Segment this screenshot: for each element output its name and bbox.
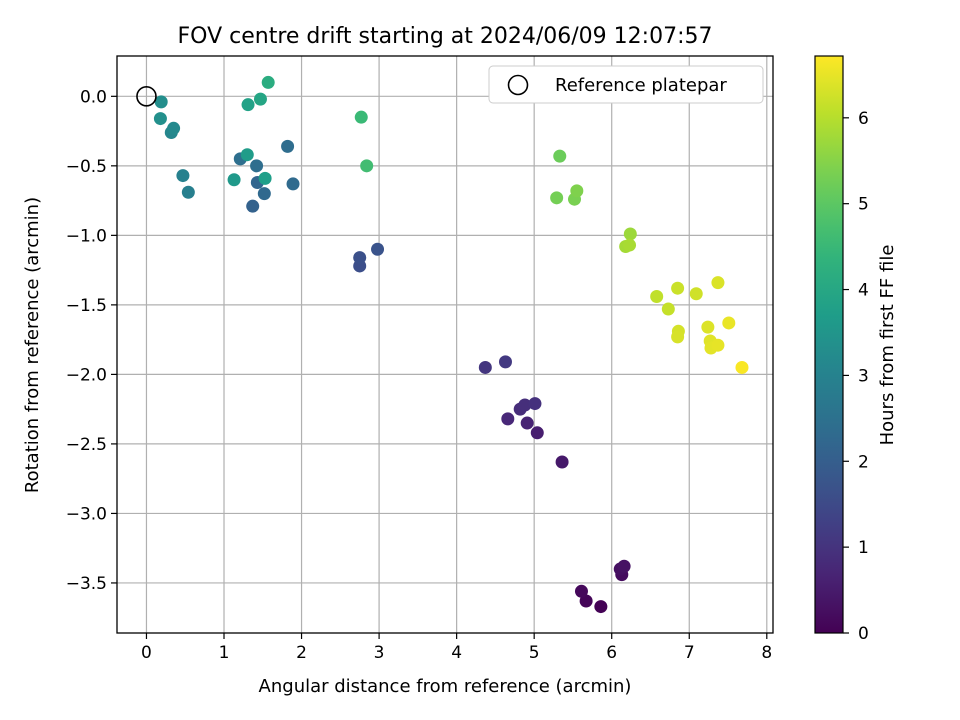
y-tick-label: −3.5 <box>66 574 107 594</box>
reference-platepar-marker <box>136 86 157 107</box>
data-point <box>550 191 564 205</box>
data-point <box>518 398 532 412</box>
plot-area: 0 1 2 3 4 5 6 7 8 0.0 −0.5 −1.0 −1.5 −2.0 −2.5 −3.0 −3.5 <box>66 55 774 663</box>
data-point <box>258 171 272 185</box>
x-tick-label: 0 <box>141 643 152 663</box>
data-point <box>574 584 588 598</box>
legend-entry-reference-platepar: Reference platepar <box>555 75 727 96</box>
data-point <box>176 169 190 183</box>
data-point <box>701 320 715 334</box>
data-point <box>555 455 569 469</box>
data-point <box>553 149 567 163</box>
data-point <box>253 92 267 106</box>
colorbar: 0 1 2 3 4 5 6 <box>814 55 869 644</box>
data-point <box>250 159 264 173</box>
colorbar-tick-label: 2 <box>858 452 869 472</box>
y-tick-label: −1.5 <box>66 296 107 316</box>
data-point <box>722 316 736 330</box>
legend-box <box>488 65 764 104</box>
data-point <box>711 338 725 352</box>
x-axis-label: Angular distance from reference (arcmin) <box>259 676 632 697</box>
legend: Reference platepar <box>488 65 764 104</box>
data-point <box>570 184 584 198</box>
data-point <box>167 121 181 135</box>
colorbar-tick-label: 1 <box>858 538 869 558</box>
data-point <box>711 276 725 290</box>
data-point <box>671 330 685 344</box>
data-point <box>623 227 637 241</box>
x-tick-label: 5 <box>529 643 540 663</box>
colorbar-tick-label: 5 <box>858 195 869 215</box>
colorbar-tick-label: 0 <box>858 624 869 644</box>
data-point <box>623 238 637 252</box>
data-point <box>154 95 168 109</box>
x-tick-label: 7 <box>684 643 695 663</box>
y-tick-label: −2.0 <box>66 365 107 385</box>
data-point <box>594 600 608 614</box>
y-tick-label: −1.0 <box>66 226 107 246</box>
data-point <box>227 173 241 187</box>
x-tick-label: 4 <box>451 643 462 663</box>
data-point <box>520 416 534 430</box>
colorbar-tick-label: 4 <box>858 281 869 301</box>
data-point <box>360 159 374 173</box>
x-tick-label: 8 <box>761 643 772 663</box>
data-point <box>617 559 631 573</box>
data-point <box>281 139 295 153</box>
data-point <box>371 242 385 256</box>
data-point <box>241 98 255 112</box>
data-point <box>528 397 542 411</box>
data-point <box>240 148 254 162</box>
colorbar-bar <box>814 55 844 634</box>
plot-frame <box>116 55 774 634</box>
data-point <box>153 112 167 126</box>
data-point <box>501 412 515 426</box>
data-point <box>530 426 544 440</box>
x-tick-label: 6 <box>606 643 617 663</box>
y-tick-label: −0.5 <box>66 157 107 177</box>
colorbar-tick-label: 3 <box>858 366 869 386</box>
data-point <box>257 187 271 201</box>
y-tick-label: 0.0 <box>80 87 107 107</box>
data-point <box>353 251 367 265</box>
y-tick-label: −2.5 <box>66 435 107 455</box>
y-tick-label: −3.0 <box>66 504 107 524</box>
data-point <box>286 177 300 191</box>
chart-title: FOV centre drift starting at 2024/06/09 … <box>178 24 713 49</box>
data-point <box>261 75 275 89</box>
x-tick-label: 1 <box>219 643 230 663</box>
x-tick-label: 2 <box>296 643 307 663</box>
legend-marker <box>507 74 529 96</box>
data-point <box>689 287 703 301</box>
data-point <box>735 360 749 374</box>
data-point <box>671 281 685 295</box>
data-point <box>181 185 195 199</box>
data-point <box>498 355 512 369</box>
data-point <box>478 360 492 374</box>
x-tick-label: 3 <box>374 643 385 663</box>
colorbar-label: Hours from first FF file <box>877 245 898 446</box>
colorbar-tick-label: 6 <box>858 109 869 129</box>
data-point <box>579 594 593 608</box>
y-axis-label: Rotation from reference (arcmin) <box>22 197 43 493</box>
data-point <box>354 110 368 124</box>
data-point <box>246 199 260 213</box>
data-point <box>650 290 664 304</box>
data-point <box>661 302 675 316</box>
